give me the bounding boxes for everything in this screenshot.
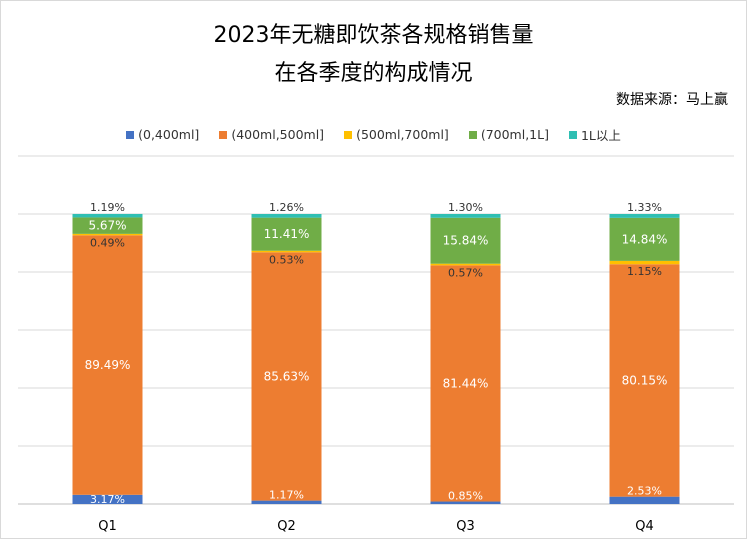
- legend: (0,400ml] (400ml,500ml] (500ml,700ml] (700m…: [1, 125, 746, 144]
- legend-label: 1L以上: [580, 128, 621, 143]
- bar-segment: [251, 250, 322, 253]
- data-label: 11.41%: [264, 227, 310, 241]
- data-label: 1.33%: [627, 201, 662, 214]
- legend-item: (500ml,700ml]: [344, 125, 449, 144]
- bar-segment: [430, 263, 501, 266]
- x-tick-label: Q3: [456, 519, 475, 534]
- data-label: 81.44%: [443, 376, 489, 390]
- bar-segment: [251, 500, 322, 504]
- data-label: 1.19%: [90, 201, 125, 214]
- data-source: 数据来源：马上赢: [616, 92, 728, 108]
- data-label: 5.67%: [88, 219, 126, 233]
- bar-segment: [72, 217, 143, 234]
- bar-segment: [609, 496, 680, 504]
- data-label: 15.84%: [443, 234, 489, 248]
- x-tick-label: Q1: [98, 519, 117, 534]
- chart-subtitle: 在各季度的构成情况: [274, 61, 473, 86]
- legend-item: (700ml,1L]: [468, 125, 549, 144]
- bar-segment: [72, 494, 143, 504]
- chart-title: 2023年无糖即饮茶各规格销售量: [213, 23, 534, 48]
- bar-segment: [609, 260, 680, 265]
- data-label: 0.85%: [448, 490, 483, 503]
- legend-swatch: [568, 130, 577, 139]
- x-tick-label: Q2: [277, 519, 296, 534]
- bar-segment: [251, 252, 322, 501]
- bar-segment: [251, 214, 322, 218]
- bar-segment: [609, 217, 680, 261]
- bar-segment: [430, 214, 501, 218]
- data-label: 0.49%: [90, 236, 125, 249]
- legend-swatch: [126, 130, 135, 139]
- bar-segment: [72, 235, 143, 495]
- data-label: 2.53%: [627, 485, 662, 498]
- legend-swatch: [468, 130, 477, 139]
- bar-segment: [430, 501, 501, 504]
- legend-item: (400ml,500ml]: [219, 125, 324, 144]
- x-tick-label: Q4: [635, 519, 654, 534]
- bar-segment: [72, 213, 143, 218]
- data-label: 3.17%: [90, 493, 125, 506]
- data-label: 85.63%: [264, 369, 310, 383]
- bar-segment: [430, 265, 501, 502]
- data-label: 0.57%: [448, 266, 483, 279]
- legend-label: (0,400ml]: [138, 127, 200, 142]
- data-label: 14.84%: [622, 232, 668, 246]
- legend-label: (500ml,700ml]: [356, 127, 449, 142]
- data-label: 1.30%: [448, 201, 483, 214]
- legend-item: 1L以上: [568, 125, 621, 144]
- data-label: 1.17%: [269, 489, 304, 502]
- data-label: 1.26%: [269, 201, 304, 214]
- bar-segment: [72, 233, 143, 236]
- legend-item: (0,400ml]: [126, 125, 199, 144]
- data-label: 89.49%: [85, 358, 131, 372]
- bar-segment: [609, 214, 680, 218]
- legend-label: (700ml,1L]: [480, 127, 549, 142]
- legend-swatch: [344, 130, 353, 139]
- bar-segment: [430, 217, 501, 264]
- data-label: 80.15%: [622, 373, 668, 387]
- bar-segment: [251, 217, 322, 251]
- bar-segment: [609, 264, 680, 497]
- data-label: 0.53%: [269, 253, 304, 266]
- legend-swatch: [219, 130, 228, 139]
- legend-label: (400ml,500ml]: [231, 127, 325, 142]
- data-label: 1.15%: [627, 265, 662, 278]
